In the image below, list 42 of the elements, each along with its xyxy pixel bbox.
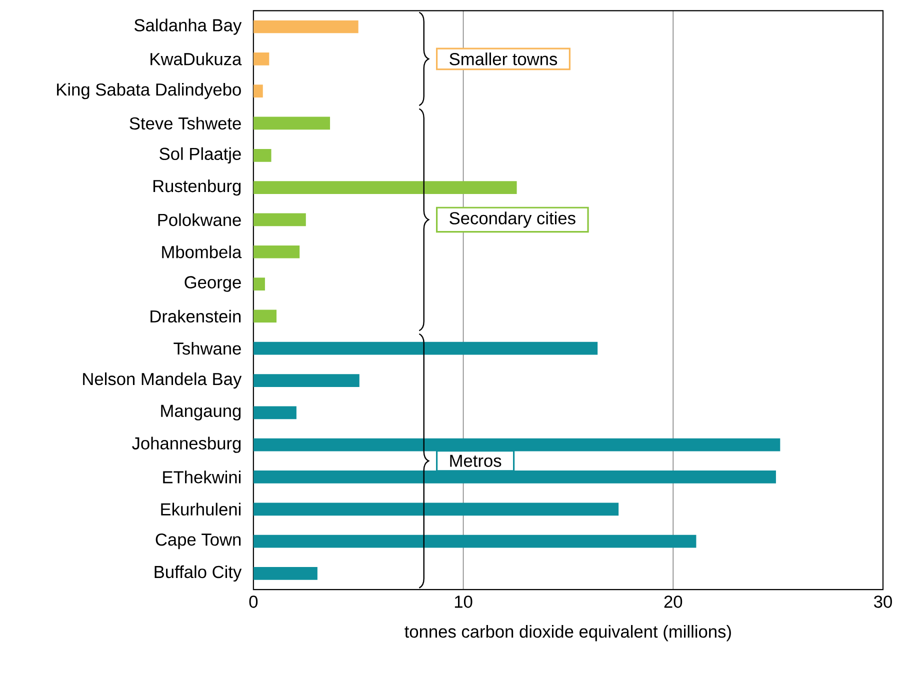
- y-tick-label: Tshwane: [174, 342, 241, 355]
- y-tick-label: Buffalo City: [154, 566, 242, 582]
- y-tick-label: Rustenburg: [153, 180, 241, 196]
- bar: [253, 406, 296, 420]
- series-label: Metros: [450, 455, 502, 468]
- bar: [253, 535, 696, 548]
- y-tick-label: EThekwini: [163, 470, 241, 484]
- x-tick-label: 30: [874, 596, 892, 608]
- bar: [253, 502, 619, 516]
- bar: [253, 567, 318, 580]
- bar: [253, 213, 306, 226]
- x-axis-title: tonnes carbon dioxide equivalent (millions): [404, 625, 731, 642]
- y-tick-label: KwaDukuza: [150, 52, 242, 66]
- y-tick-label: Mbombela: [162, 246, 242, 258]
- y-tick-label: King Sabata Dalindyebo: [57, 83, 241, 100]
- y-tick-label: Mangaung: [161, 405, 241, 421]
- y-tick-label: Steve Tshwete: [130, 117, 241, 130]
- x-tick-label: 10: [454, 596, 472, 608]
- bar: [253, 181, 517, 194]
- y-tick-label: Ekurhuleni: [161, 502, 240, 516]
- y-tick-label: Sol Plaatje: [160, 148, 241, 164]
- y-tick-label: Johannesburg: [132, 436, 241, 454]
- y-tick-label: Polokwane: [158, 214, 241, 226]
- x-tick-label: 0: [249, 596, 258, 608]
- bar: [253, 342, 598, 355]
- y-tick-label: Drakenstein: [150, 310, 241, 323]
- x-tick-label: 20: [664, 596, 682, 608]
- bar: [253, 374, 360, 388]
- series-label: Secondary cities: [450, 212, 576, 228]
- bar: [253, 20, 358, 34]
- text: Smaller towns: [450, 52, 558, 66]
- bar: [253, 117, 330, 130]
- bar: [253, 52, 270, 66]
- y-tick-label: Cape Town: [156, 534, 241, 550]
- y-tick-label: Saldanha Bay: [134, 18, 242, 36]
- y-tick-label: George: [184, 276, 241, 292]
- bar: [253, 278, 265, 291]
- y-tick-label: Nelson Mandela Bay: [83, 372, 242, 389]
- bar: [253, 246, 300, 259]
- bar: [253, 149, 272, 162]
- bar: [253, 84, 263, 98]
- bar: [253, 310, 277, 323]
